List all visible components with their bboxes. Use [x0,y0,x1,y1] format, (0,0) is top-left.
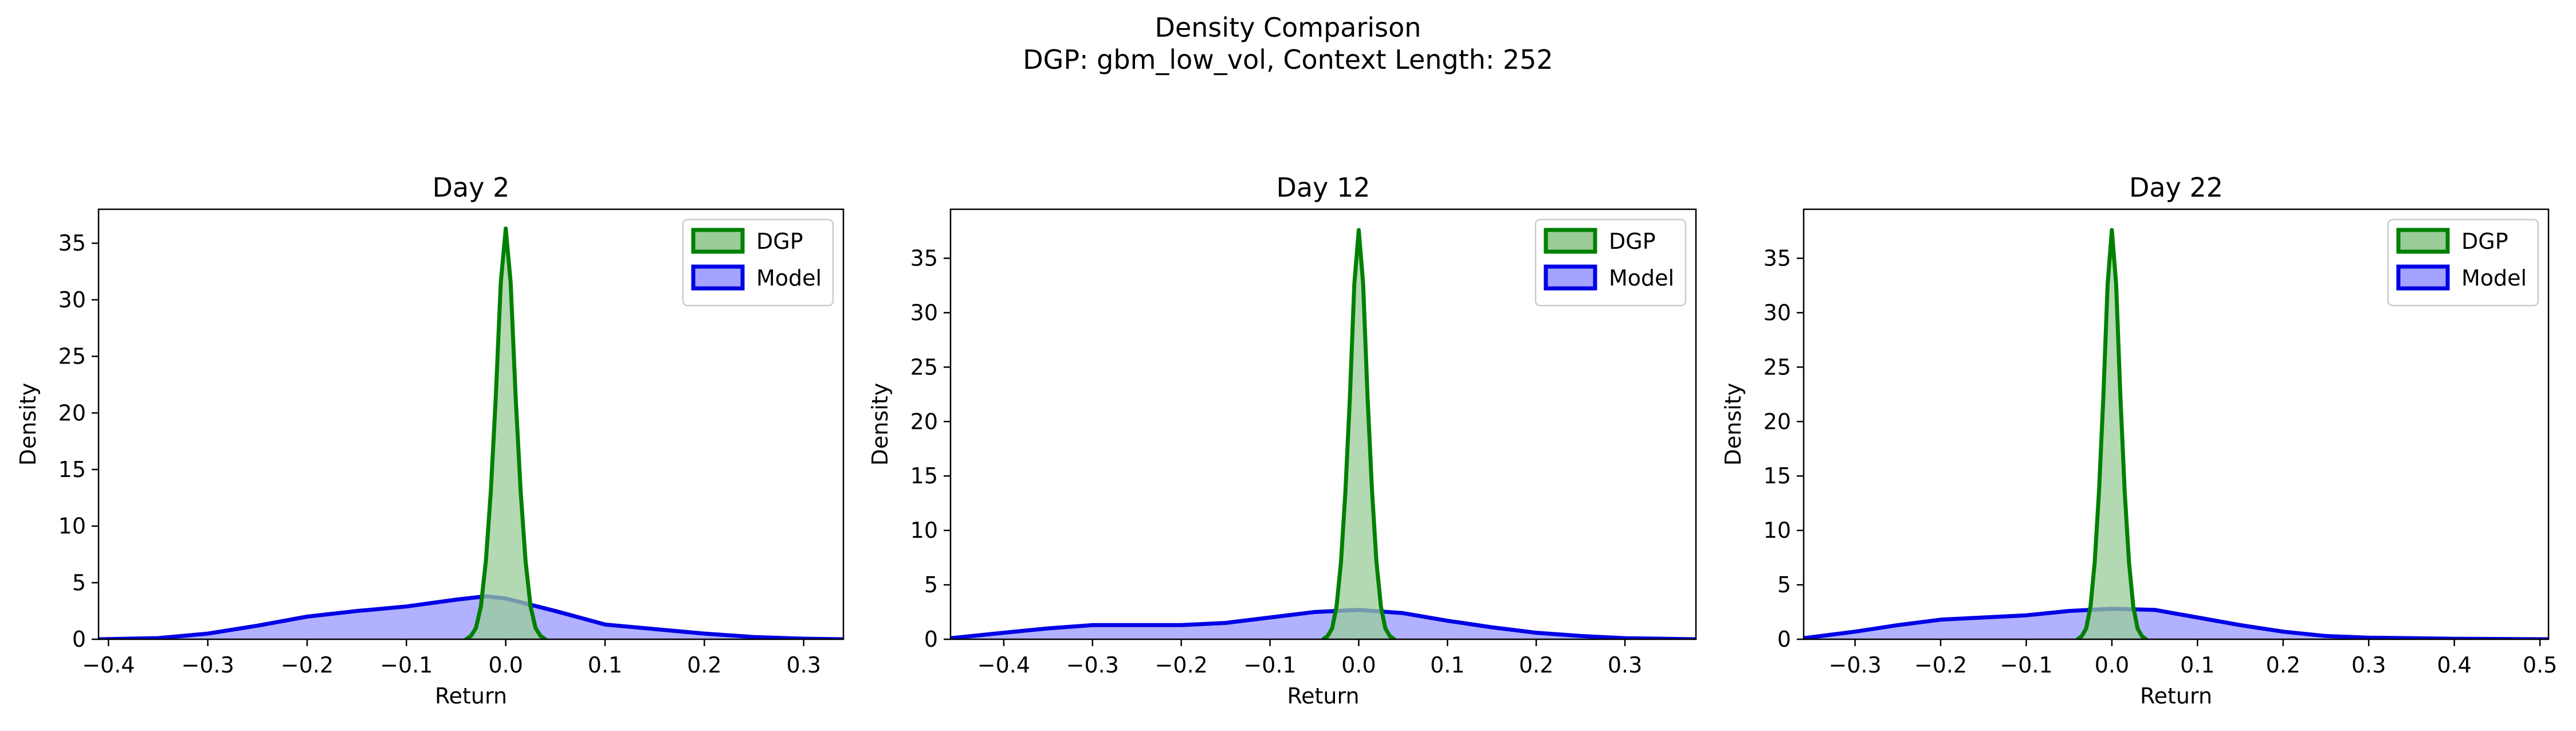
x-tick-label: 0.3 [1608,652,1642,678]
subplot-title: Day 22 [2129,172,2223,203]
x-tick-label: 0.3 [786,652,820,678]
y-axis-label: Density [867,383,893,466]
legend-label-dgp: DGP [1609,229,1656,254]
y-tick-label: 35 [1764,245,1791,271]
x-tick-label: 0.1 [1430,652,1464,678]
y-tick-label: 30 [1764,300,1791,325]
series-dgp-area [466,228,545,639]
y-tick-label: 10 [910,518,938,543]
x-tick-label: 0.2 [687,652,721,678]
x-tick-label: 0.0 [1341,652,1376,678]
legend-label-model: Model [2461,265,2527,291]
y-tick-label: 5 [924,572,938,597]
legend-label-model: Model [1609,265,1674,291]
y-tick-label: 25 [910,354,938,380]
x-tick-label: 0.0 [488,652,523,678]
x-tick-label: −0.1 [2000,652,2052,678]
y-tick-label: 0 [72,627,86,652]
legend-label-dgp: DGP [756,229,803,254]
x-axis-label: Return [1287,683,1359,709]
y-tick-label: 15 [58,457,86,482]
figure-subtitle: DGP: gbm_low_vol, Context Length: 252 [1023,44,1553,75]
subplot-title: Day 2 [433,172,510,203]
legend: DGP Model [682,218,834,307]
x-tick-label: 0.0 [2095,652,2129,678]
legend-swatch-model [691,264,745,291]
legend-swatch-model [1544,264,1597,291]
y-tick-label: 0 [1777,627,1791,652]
x-tick-label: −0.2 [1914,652,1967,678]
subplot-title: Day 12 [1277,172,1371,203]
series-dgp-area [1323,230,1395,639]
x-tick-label: −0.3 [182,652,234,678]
x-tick-label: −0.4 [82,652,135,678]
y-tick-label: 20 [910,409,938,434]
x-tick-label: −0.1 [1243,652,1296,678]
y-tick-label: 30 [910,300,938,325]
series-model-area [1804,608,2548,639]
x-tick-label: 0.2 [1519,652,1553,678]
x-tick-label: 0.4 [2437,652,2471,678]
y-tick-label: 0 [924,627,938,652]
y-tick-label: 15 [1764,463,1791,488]
x-tick-label: 0.2 [2266,652,2300,678]
y-axis-label: Density [15,383,41,466]
x-axis-label: Return [435,683,507,709]
y-tick-label: 15 [910,463,938,488]
x-tick-label: −0.1 [380,652,433,678]
y-tick-label: 35 [910,245,938,271]
legend-swatch-dgp [691,228,745,254]
series-model-area [951,609,1696,639]
axes-frame [97,208,845,640]
figure-title: Density Comparison [1155,12,1421,43]
series-dgp-line [1321,228,1396,639]
series-model-area [99,596,843,639]
y-tick-label: 20 [1764,409,1791,434]
axes-frame [949,208,1697,640]
y-tick-label: 10 [1764,518,1791,543]
y-tick-label: 25 [58,344,86,369]
x-tick-label: −0.2 [1155,652,1208,678]
x-tick-label: 0.1 [2180,652,2214,678]
legend-swatch-dgp [1544,228,1597,254]
series-model-line [951,608,1696,639]
series-dgp-line [2075,228,2149,639]
y-tick-label: 25 [1764,354,1791,380]
axes-frame [1803,208,2550,640]
series-dgp-line [464,226,548,639]
legend-label-dgp: DGP [2461,229,2508,254]
legend: DGP Model [2387,218,2539,307]
x-tick-label: −0.2 [281,652,333,678]
subplot-3: −0.3 −0.2 −0.1 0.0 0.1 0.2 0.3 0.4 0.5 0 5 10 15 20 25… [1721,172,2557,709]
x-tick-label: 0.5 [2523,652,2557,678]
x-tick-label: −0.3 [1066,652,1119,678]
x-tick-label: −0.4 [977,652,1030,678]
y-tick-label: 5 [1777,572,1791,597]
y-tick-label: 10 [58,514,86,539]
y-tick-label: 35 [58,230,86,256]
y-tick-label: 30 [58,287,86,312]
x-tick-label: 0.3 [2351,652,2386,678]
legend-swatch-model [2396,264,2450,291]
legend-label-model: Model [756,265,822,291]
subplot-1: −0.4 −0.3 −0.2 −0.1 0.0 0.1 0.2 0.3 0 5 10 15 20 25 30… [15,172,845,709]
legend: DGP Model [1534,218,1687,307]
x-axis-label: Return [2140,683,2212,709]
y-tick-label: 20 [58,400,86,425]
subplot-2: −0.4 −0.3 −0.2 −0.1 0.0 0.1 0.2 0.3 0 5 10 15 20 25 30… [867,172,1697,709]
y-axis-label: Density [1721,383,1746,466]
x-tick-label: −0.3 [1829,652,1882,678]
x-tick-label: 0.1 [588,652,622,678]
y-tick-label: 5 [72,570,86,595]
legend-swatch-dgp [2396,228,2450,254]
series-dgp-area [2078,230,2146,639]
